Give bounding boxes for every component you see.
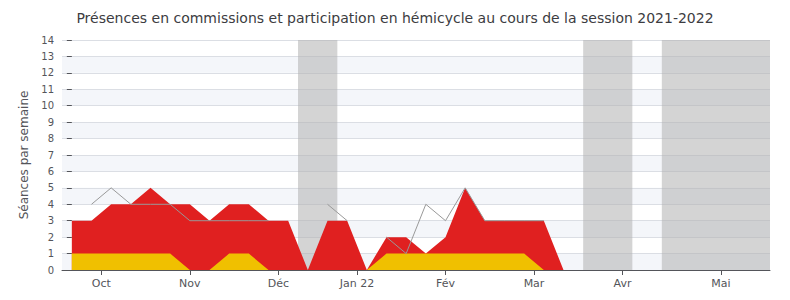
svg-text:8: 8 [48, 133, 54, 144]
svg-text:6: 6 [48, 166, 54, 177]
svg-text:12: 12 [41, 67, 54, 78]
svg-text:11: 11 [41, 84, 54, 95]
svg-text:Mai: Mai [711, 277, 730, 290]
svg-text:Fév: Fév [436, 277, 455, 290]
svg-text:2: 2 [48, 232, 54, 243]
svg-text:Avr: Avr [614, 277, 632, 290]
svg-text:4: 4 [48, 199, 54, 210]
svg-text:Présences en commissions et pa: Présences en commissions et participatio… [76, 10, 713, 26]
svg-text:13: 13 [41, 51, 54, 62]
svg-text:0: 0 [48, 265, 54, 276]
svg-text:Nov: Nov [179, 277, 201, 290]
svg-text:3: 3 [48, 215, 54, 226]
svg-text:5: 5 [48, 182, 54, 193]
svg-text:Jan 22: Jan 22 [339, 277, 374, 290]
svg-text:Séances par semaine: Séances par semaine [17, 91, 31, 220]
svg-text:Mar: Mar [524, 277, 545, 290]
svg-text:1: 1 [48, 248, 54, 259]
svg-text:7: 7 [48, 150, 54, 161]
svg-text:Déc: Déc [268, 277, 289, 290]
svg-text:Oct: Oct [92, 277, 112, 290]
svg-text:10: 10 [41, 100, 54, 111]
svg-text:14: 14 [41, 35, 54, 46]
svg-text:9: 9 [48, 117, 54, 128]
